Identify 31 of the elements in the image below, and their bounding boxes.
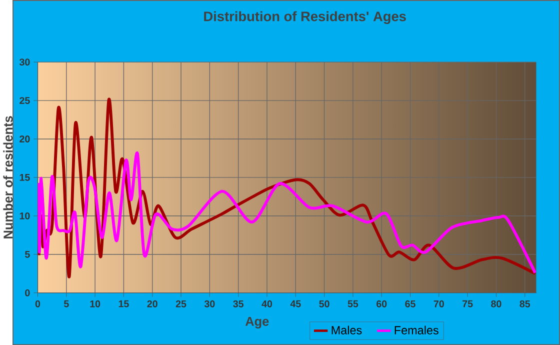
y-tick-label: 0 [25,289,30,296]
x-tick-label: 40 [262,300,272,308]
x-tick-label: 60 [376,300,387,308]
legend-label: Males [332,326,362,334]
x-tick-label: 70 [434,300,444,308]
x-tick-label: 20 [147,300,158,308]
chart-title: Distribution of Residents' Ages [204,11,406,24]
x-tick-label: 55 [348,300,358,308]
y-tick-label: 15 [20,174,30,181]
x-tick-label: 75 [462,300,473,308]
x-tick-label: 35 [233,300,244,308]
x-tick-label: 0 [35,300,40,308]
y-tick-label: 30 [20,58,30,66]
y-tick-label: 25 [20,97,30,104]
x-tick-label: 25 [176,300,186,308]
x-tick-label: 5 [64,300,69,308]
x-tick-label: 65 [405,300,416,308]
line-series [38,152,536,274]
x-axis-title: Age [245,316,269,328]
y-tick-label: 20 [20,135,30,142]
legend-label: Females [394,326,438,334]
x-tick-label: 15 [118,300,129,308]
x-tick-label: 30 [204,300,215,308]
x-tick-label: 50 [319,300,330,308]
y-tick-label: 10 [20,212,30,220]
x-tick-label: 10 [90,300,100,308]
x-tick-label: 80 [491,300,502,308]
y-axis-title: Number of residents [3,116,13,238]
x-tick-label: 85 [520,300,530,308]
x-tick-label: 45 [290,300,301,308]
y-tick-label: 5 [25,250,30,258]
